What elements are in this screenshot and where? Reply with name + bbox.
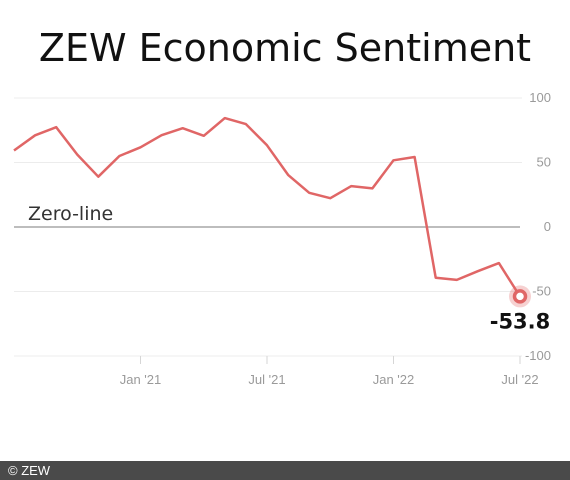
x-tick-label: Jan '21: [120, 372, 162, 387]
y-tick-label: 100: [529, 90, 551, 105]
y-tick-label: 0: [544, 219, 551, 234]
x-tick-label: Jul '21: [248, 372, 285, 387]
y-tick-label: 50: [537, 155, 551, 170]
grid: [14, 97, 522, 357]
x-tick-label: Jul '22: [501, 372, 538, 387]
y-tick-label: -50: [532, 284, 551, 299]
copyright-footer: © ZEW: [0, 461, 570, 480]
last-value-label: -53.8: [490, 309, 551, 333]
x-axis: Jan '21 Jul '21 Jan '22 Jul '22: [120, 356, 539, 387]
copyright-text: © ZEW: [8, 463, 51, 478]
zero-line-label: Zero-line: [28, 203, 113, 225]
last-point-marker: [512, 289, 528, 304]
x-tick-label: Jan '22: [373, 372, 415, 387]
series-line: [13, 116, 522, 298]
chart-title: ZEW Economic Sentiment: [38, 26, 532, 70]
y-axis: 100 50 0 -50 -100: [525, 90, 551, 363]
y-tick-label: -100: [525, 348, 551, 363]
